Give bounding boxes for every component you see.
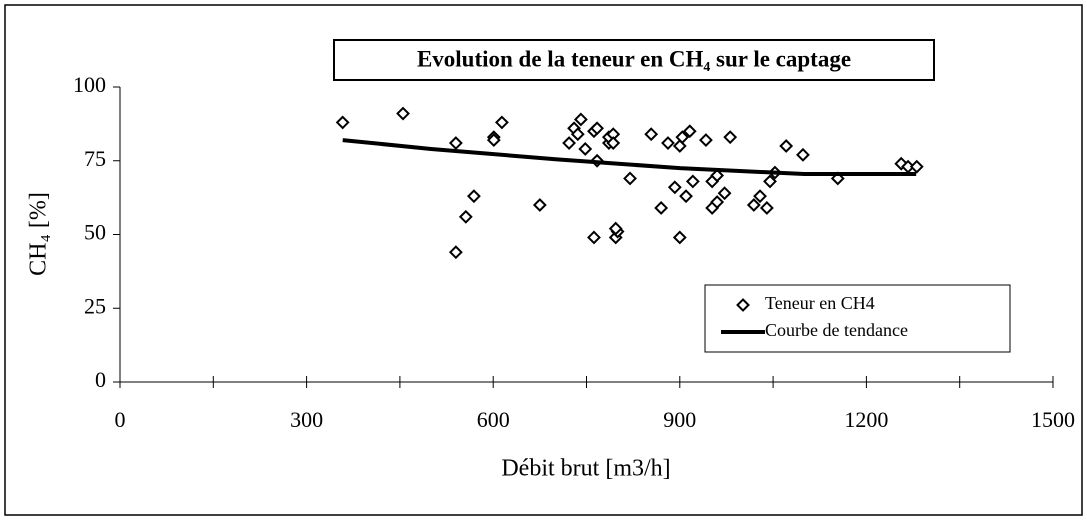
data-point [587,230,601,245]
x-tick-label: 300 [290,407,323,432]
data-point [570,127,585,142]
data-point [494,115,509,130]
y-tick-label: 0 [95,367,106,392]
data-point [590,121,604,136]
data-point [667,180,682,195]
data-point [682,124,697,139]
data-point [796,147,810,162]
y-tick-label: 50 [84,220,106,245]
x-tick-label: 900 [663,407,696,432]
trend-line [342,138,917,177]
y-tick-label: 75 [84,146,106,171]
legend-marker [736,298,750,312]
data-point [675,130,690,145]
data-point [654,201,669,215]
chart-frame [4,4,1083,516]
data-point [672,230,687,245]
data-point [685,174,700,189]
y-axis-label: CH₄ [%] [26,192,52,276]
data-point [606,136,621,150]
data-point [458,209,473,224]
x-tick-label: 0 [115,407,126,432]
legend-label: Courbe de tendance [765,320,908,340]
data-point [710,195,725,209]
data-point [608,221,623,236]
title-box [333,39,935,81]
legend-label: Teneur en CH4 [765,293,875,313]
data-point [396,106,410,121]
data-point [448,245,463,260]
data-point [763,174,777,189]
x-tick-label: 600 [477,407,510,432]
chart-title: Evolution de la teneur en CH₄ sur le cap… [417,46,851,71]
data-point [710,168,725,183]
y-tick-label: 25 [84,293,106,318]
data-point [759,201,774,215]
data-point [335,115,350,130]
data-point [486,133,501,148]
data-point [661,136,675,150]
data-point [644,127,659,142]
data-point [753,189,767,204]
data-point [467,189,481,204]
data-point [746,198,761,212]
data-point [909,159,924,174]
legend-box [704,284,1011,353]
y-tick-label: 100 [73,72,106,97]
x-tick-label: 1200 [844,407,888,432]
data-point [723,130,738,145]
data-point [623,171,637,186]
data-point [532,198,547,212]
data-point [578,142,593,156]
data-point [699,133,713,148]
data-point [779,139,794,153]
data-point [573,112,588,127]
data-point [679,189,693,204]
data-point [562,136,576,150]
x-axis-label: Débit brut [m3/h] [501,456,670,482]
data-point [448,136,463,150]
data-point [717,186,732,201]
x-tick-label: 1500 [1031,407,1075,432]
